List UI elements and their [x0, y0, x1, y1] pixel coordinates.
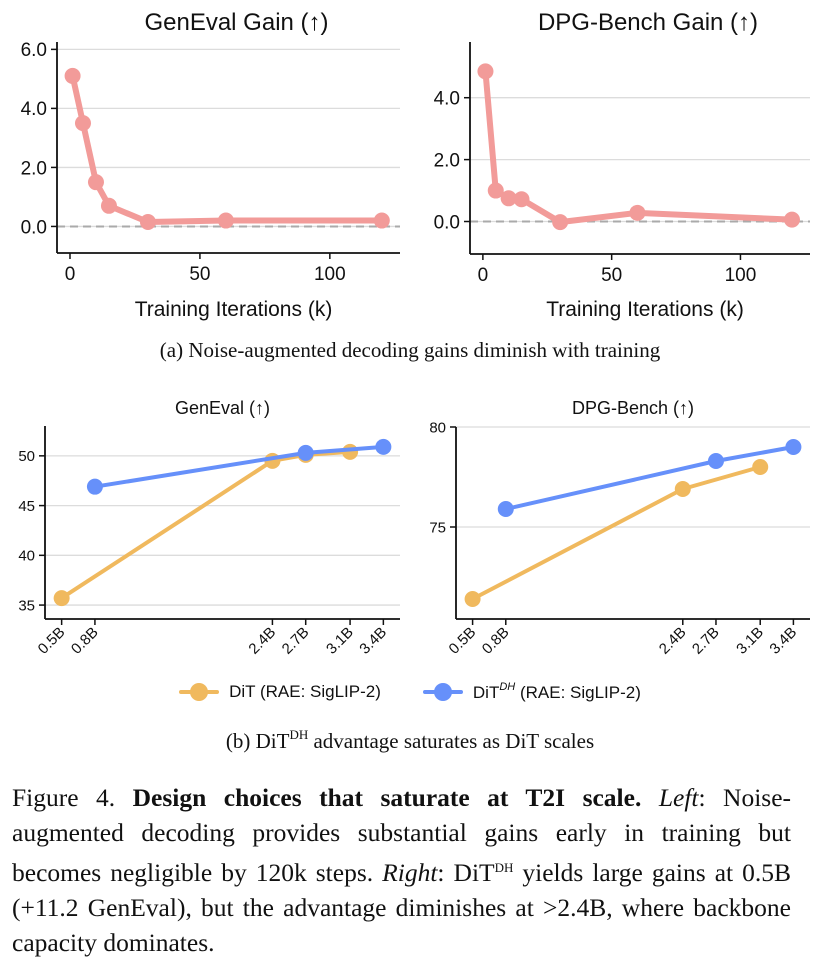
data-point — [752, 459, 769, 475]
x-tick-label: 0.5B — [35, 624, 69, 658]
data-point — [64, 67, 81, 84]
x-tick-label: 2.7B — [689, 624, 723, 658]
caption-title: Design choices that saturate at T2I scal… — [132, 783, 642, 812]
legend-label-dit: DiT (RAE: SigLIP-2) — [229, 682, 381, 701]
data-point — [217, 212, 234, 229]
x-tick-label: 100 — [725, 265, 757, 286]
data-point — [487, 182, 504, 199]
data-point — [53, 590, 70, 607]
y-tick-label: 4.0 — [21, 99, 47, 120]
data-point — [464, 591, 481, 607]
x-tick-label: 0.5B — [446, 624, 480, 658]
legend-marker-dit-dh — [422, 682, 463, 702]
y-tick-label: 0.0 — [21, 217, 47, 238]
data-point — [139, 214, 156, 231]
data-point — [100, 197, 117, 214]
x-tick-label: 50 — [601, 265, 622, 286]
x-tick-label: 100 — [314, 264, 346, 285]
legend-label-dit-dh: DiTDH (RAE: SigLIP-2) — [472, 681, 641, 702]
y-tick-label: 2.0 — [434, 150, 460, 171]
data-point — [707, 453, 724, 469]
series-line — [503, 445, 796, 511]
data-point — [785, 439, 802, 455]
chart-geneval-gain: GenEval Gain (↑) 0.0 2.0 4.0 6.0 0 50 100 Traini… — [21, 9, 400, 321]
x-axis-label: Training Iterations (k) — [135, 298, 333, 321]
data-point — [783, 211, 800, 228]
x-tick-label: 50 — [189, 264, 210, 285]
data-point — [375, 438, 392, 455]
data-point — [497, 501, 514, 517]
data-point — [552, 214, 569, 231]
figure-label: Figure 4. — [12, 783, 116, 812]
chart-title: DPG-Bench Gain (↑) — [538, 9, 758, 36]
legend-marker-dit — [179, 682, 220, 702]
series-1 — [497, 439, 802, 517]
y-tick-label: 40 — [18, 548, 35, 565]
x-tick-label: 2.7B — [279, 624, 313, 658]
x-tick-label: 0 — [478, 265, 489, 286]
x-tick-label: 3.1B — [323, 624, 357, 658]
chart-geneval-scaling: GenEval (↑) 35 40 45 50 0.5B 0.8B 2.4B 2.7B 3.1B 3… — [18, 398, 400, 658]
figure-charts: GenEval Gain (↑) 0.0 2.0 4.0 6.0 0 50 100 Traini… — [18, 9, 810, 658]
data-point — [87, 174, 104, 191]
y-tick-label: 75 — [429, 519, 446, 536]
y-tick-label: 50 — [18, 448, 35, 465]
x-axis-label: Training Iterations (k) — [546, 298, 744, 321]
subfigure-a-caption: (a) Noise-augmented decoding gains dimin… — [159, 338, 661, 362]
chart-title: GenEval Gain (↑) — [144, 9, 328, 36]
x-tick-label: 3.1B — [733, 624, 767, 658]
legend-item-dit: DiT (RAE: SigLIP-2) — [179, 681, 381, 703]
data-point — [74, 115, 91, 132]
x-tick-label: 3.4B — [766, 624, 800, 658]
y-tick-label: 0.0 — [434, 212, 460, 233]
series-0 — [464, 459, 769, 607]
series-line — [59, 449, 353, 601]
series-1 — [86, 438, 392, 495]
x-tick-label: 0.8B — [479, 624, 513, 658]
data-point — [297, 444, 314, 461]
y-tick-label: 35 — [18, 597, 35, 614]
x-tick-label: 0.8B — [68, 624, 102, 658]
y-tick-label: 45 — [18, 498, 35, 515]
x-tick-label: 0 — [65, 264, 76, 285]
series-line — [470, 465, 763, 601]
series-line — [482, 68, 795, 226]
subfigure-b-caption: (b) DiTDH advantage saturates as DiT sca… — [225, 727, 595, 753]
series-0 — [477, 63, 800, 231]
data-point — [513, 191, 530, 208]
x-tick-label: 3.4B — [356, 624, 390, 658]
chart-dpg-gain: DPG-Bench Gain (↑) 0.0 2.0 4.0 0 50 100 Trainin… — [434, 9, 810, 321]
data-point — [477, 63, 494, 80]
data-point — [86, 478, 103, 495]
legend-item-dit-dh: DiTDH (RAE: SigLIP-2) — [422, 681, 641, 703]
figure-caption: Figure 4. Design choices that saturate a… — [12, 783, 792, 957]
data-point — [629, 204, 646, 221]
x-tick-label: 2.4B — [245, 624, 279, 658]
chart-dpg-scaling: DPG-Bench (↑) 75 80 0.5B 0.8B 2.4B 2.7B 3.1B 3.4… — [429, 398, 810, 658]
y-tick-label: 2.0 — [21, 158, 47, 179]
data-point — [674, 481, 691, 497]
data-point — [373, 212, 390, 229]
series-0 — [64, 67, 390, 231]
x-tick-label: 2.4B — [656, 624, 690, 658]
y-tick-label: 80 — [429, 419, 446, 436]
y-tick-label: 6.0 — [21, 40, 47, 61]
y-tick-label: 4.0 — [434, 89, 460, 110]
chart-title: GenEval (↑) — [175, 398, 270, 418]
series-line — [69, 72, 385, 226]
data-point — [500, 190, 517, 207]
chart-title: DPG-Bench (↑) — [572, 398, 694, 418]
legend: DiT (RAE: SigLIP-2) DiTDH (RAE: SigLIP-2… — [0, 681, 820, 703]
